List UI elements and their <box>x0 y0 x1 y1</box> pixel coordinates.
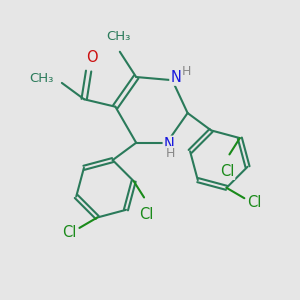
Text: Cl: Cl <box>248 195 262 210</box>
Text: Cl: Cl <box>220 164 235 179</box>
Text: O: O <box>86 50 98 64</box>
Text: Cl: Cl <box>139 207 153 222</box>
Text: N: N <box>170 70 181 85</box>
Text: CH₃: CH₃ <box>29 72 53 85</box>
Text: N: N <box>164 137 175 152</box>
Text: H: H <box>166 147 175 160</box>
Text: CH₃: CH₃ <box>106 30 130 44</box>
Text: H: H <box>182 65 191 78</box>
Text: Cl: Cl <box>62 225 76 240</box>
